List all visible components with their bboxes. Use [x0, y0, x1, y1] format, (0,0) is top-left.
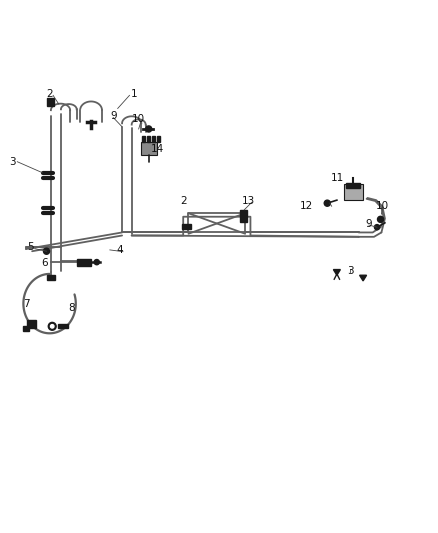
Text: 3: 3: [346, 266, 353, 276]
Text: 9: 9: [110, 111, 117, 121]
Text: 13: 13: [242, 196, 255, 206]
Bar: [22, 326, 28, 330]
Text: 14: 14: [150, 143, 164, 154]
Bar: [46, 275, 55, 280]
Bar: [240, 210, 247, 222]
Text: 5: 5: [27, 243, 34, 252]
Bar: [147, 136, 150, 142]
Text: 4: 4: [116, 245, 123, 255]
Circle shape: [146, 126, 152, 132]
Bar: [346, 183, 360, 188]
Text: 9: 9: [365, 219, 372, 229]
Circle shape: [50, 325, 54, 328]
Text: 2: 2: [180, 196, 187, 206]
Bar: [58, 324, 68, 328]
Bar: [27, 320, 35, 328]
Text: 1: 1: [131, 89, 137, 99]
Circle shape: [324, 200, 330, 206]
Bar: [47, 98, 53, 106]
Circle shape: [94, 260, 99, 265]
Bar: [141, 142, 157, 155]
Bar: [156, 136, 159, 142]
Text: 8: 8: [68, 303, 75, 312]
Bar: [152, 136, 155, 142]
Text: 3: 3: [9, 157, 15, 167]
Bar: [344, 184, 363, 200]
Text: 7: 7: [23, 298, 29, 309]
Text: 12: 12: [300, 201, 313, 211]
Text: 10: 10: [132, 114, 145, 124]
Circle shape: [378, 216, 384, 222]
Bar: [182, 224, 191, 229]
Circle shape: [43, 248, 49, 254]
Text: 6: 6: [41, 258, 48, 268]
Text: 10: 10: [376, 201, 389, 211]
Circle shape: [48, 322, 56, 330]
Bar: [77, 259, 91, 265]
Text: 11: 11: [331, 173, 344, 183]
Text: 2: 2: [46, 89, 53, 99]
Bar: [142, 136, 145, 142]
Circle shape: [374, 224, 380, 230]
Polygon shape: [333, 270, 340, 275]
Polygon shape: [360, 275, 367, 281]
